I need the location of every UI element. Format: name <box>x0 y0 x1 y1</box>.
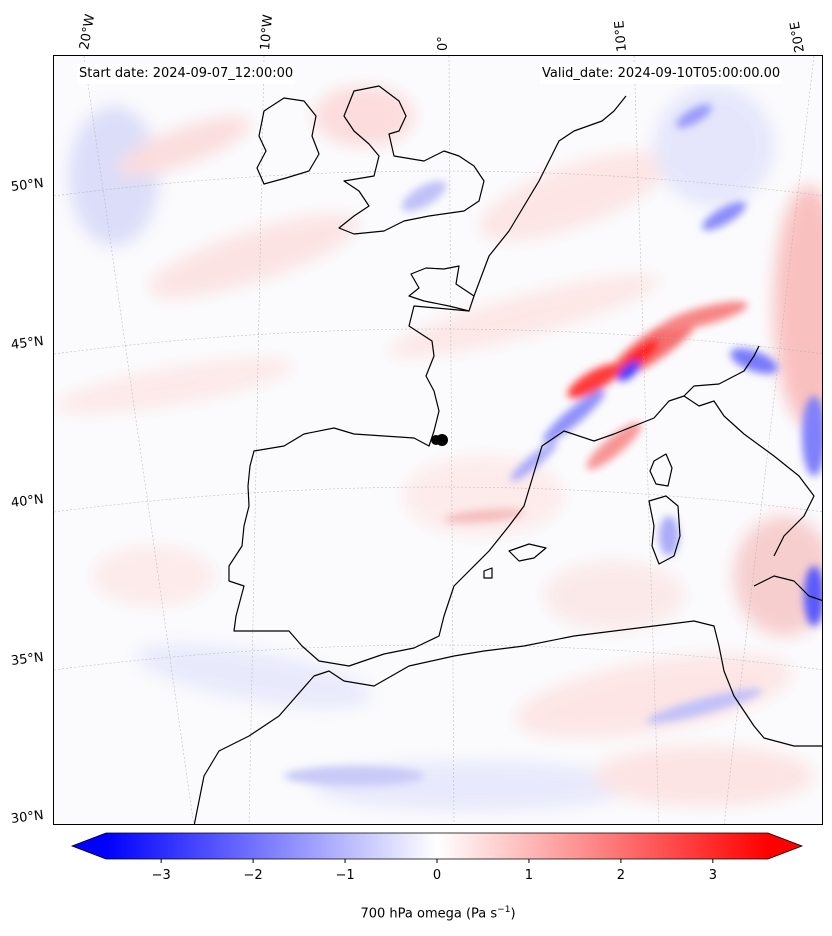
colorbar-gradient <box>106 833 768 859</box>
lon-label-10w: 10°W <box>258 13 277 51</box>
lon-label-10e: 10°E <box>612 19 630 53</box>
colorbar-title: 700 hPa omega (Pa s−1) <box>360 905 516 922</box>
lon-label-20e: 20°E <box>787 20 808 54</box>
colorbar-extend-min <box>72 833 106 859</box>
valid-date-label: Valid_date: 2024-09-10T05:00:00.00 <box>540 64 783 84</box>
colorbar-tick-label: 2 <box>617 868 625 883</box>
gridlines <box>54 56 822 824</box>
lat-label-35n: 35°N <box>10 650 45 669</box>
omega-field-map <box>54 56 822 824</box>
colorbar-tick-label: −3 <box>152 868 171 883</box>
colorbar-extend-max <box>768 833 802 859</box>
colorbar-tick-label: −2 <box>244 868 263 883</box>
lon-label-0: 0° <box>436 36 451 51</box>
colorbar-outline <box>70 832 804 860</box>
colorbar: −3 −2 −1 0 1 2 3 <box>70 832 804 883</box>
colorbar-tick-label: 0 <box>433 868 441 883</box>
coastlines <box>193 85 822 824</box>
colorbar-tick-label: −1 <box>335 868 354 883</box>
map-panel <box>53 55 823 825</box>
lat-label-40n: 40°N <box>10 492 45 511</box>
lat-label-50n: 50°N <box>10 176 45 195</box>
lon-label-20w: 20°W <box>77 13 99 52</box>
start-date-label: Start date: 2024-09-07_12:00:00 <box>77 64 296 84</box>
lat-label-45n: 45°N <box>10 334 45 353</box>
omega-field <box>55 86 822 811</box>
colorbar-tick-label: 3 <box>709 868 717 883</box>
colorbar-tick-label: 1 <box>525 868 533 883</box>
